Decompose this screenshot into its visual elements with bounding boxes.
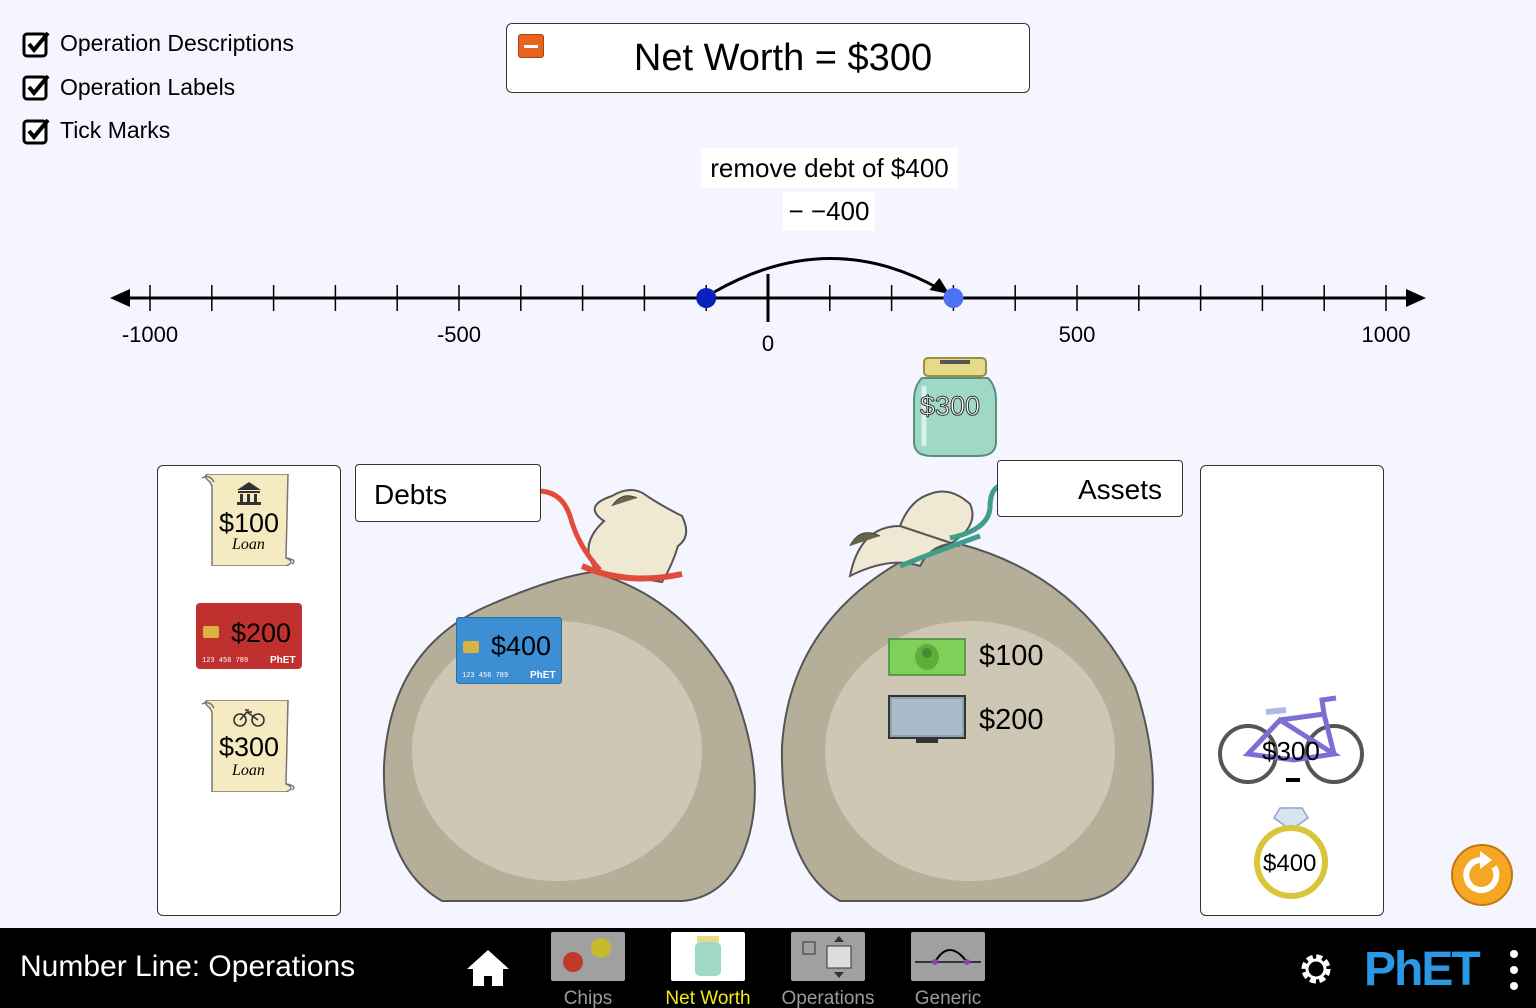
bank-icon [237, 482, 261, 505]
asset-amount: $100 [979, 640, 1044, 672]
card-number: 123 456 789 [202, 657, 249, 665]
loan-scroll-icon[interactable] [200, 474, 300, 566]
asset-amount: $400 [1263, 850, 1317, 877]
navigation-bar: Number Line: Operations Chips Net Worth … [0, 928, 1536, 1008]
tick-label: -500 [436, 322, 482, 347]
screen-button-chips[interactable]: Chips [551, 932, 625, 1008]
collapse-button[interactable] [518, 34, 544, 58]
debts-tie-string [523, 487, 602, 572]
cash-icon[interactable] [888, 638, 966, 676]
generic-thumbnail-icon [911, 932, 985, 981]
tick-marks-checkbox[interactable]: Tick Marks [22, 109, 294, 153]
jar-icon [913, 357, 997, 457]
end-point [943, 288, 964, 308]
checkbox-checked-icon [22, 74, 50, 101]
operation-label: − −400 [783, 192, 875, 231]
debt-amount: $200 [231, 618, 292, 648]
screen-button-operations[interactable]: Operations [782, 932, 874, 1008]
jar-value: $300 [919, 391, 981, 422]
debt-amount: $400 [491, 631, 552, 661]
card-brand: PhET [530, 670, 556, 681]
net-worth-thumbnail-icon [671, 932, 745, 981]
bicycle-icon [233, 709, 265, 727]
bicycle-icon[interactable] [1214, 694, 1368, 786]
debt-sub: Loan [232, 762, 265, 779]
card-number: 123 456 789 [462, 672, 509, 680]
operation-description: remove debt of $400 [701, 148, 958, 188]
operation-descriptions-checkbox[interactable]: Operation Descriptions [22, 22, 294, 66]
net-worth-readout: Net Worth = $300 [633, 37, 933, 79]
debt-amount: $300 [219, 732, 280, 762]
ring-icon[interactable] [1250, 804, 1332, 902]
reset-icon [1463, 856, 1500, 893]
display-options: Operation Descriptions Operation Labels … [22, 22, 294, 153]
screen-button-net-worth[interactable]: Net Worth [665, 932, 751, 1008]
chip-icon [203, 626, 219, 638]
asset-amount: $200 [979, 704, 1044, 736]
checkbox-label: Operation Descriptions [60, 30, 294, 57]
checkbox-label: Operation Labels [60, 73, 236, 100]
number-line [110, 257, 1426, 322]
settings-gear-icon[interactable] [1296, 949, 1336, 989]
more-options-icon[interactable] [1506, 948, 1522, 992]
net-worth-panel: Net Worth = $300 [506, 23, 1030, 93]
home-icon[interactable] [465, 948, 511, 988]
operations-thumbnail-icon [791, 932, 865, 981]
debt-sub: Loan [232, 536, 265, 553]
chips-thumbnail-icon [551, 932, 625, 981]
arrowhead-icon [929, 278, 950, 294]
assets-bag-icon [780, 490, 1154, 902]
asset-amount: $300 [1262, 736, 1320, 766]
operation-arrow [713, 257, 943, 294]
tick-label: 0 [761, 331, 775, 356]
debt-amount: $100 [219, 508, 280, 538]
tick-label: -1000 [121, 322, 179, 347]
debts-label: Debts [355, 464, 541, 522]
right-arrow-icon [1406, 289, 1426, 307]
tick-label: 500 [1058, 322, 1096, 347]
tick-label: 1000 [1361, 322, 1411, 347]
card-brand: PhET [270, 655, 296, 666]
phet-logo[interactable]: PhET [1364, 943, 1481, 996]
loan-scroll-icon[interactable] [200, 700, 300, 792]
operation-labels-checkbox[interactable]: Operation Labels [22, 66, 294, 110]
screen-button-generic[interactable]: Generic [911, 932, 985, 1008]
assets-label: Assets [997, 460, 1183, 517]
start-point [696, 288, 717, 308]
checkbox-checked-icon [22, 118, 50, 145]
left-arrow-icon [110, 289, 130, 307]
checkbox-label: Tick Marks [60, 117, 171, 144]
sim-title: Number Line: Operations [20, 950, 356, 983]
checkbox-checked-icon [22, 31, 50, 58]
reset-all-button[interactable] [1450, 843, 1514, 907]
chip-icon [463, 641, 479, 653]
tv-icon[interactable] [888, 695, 966, 747]
